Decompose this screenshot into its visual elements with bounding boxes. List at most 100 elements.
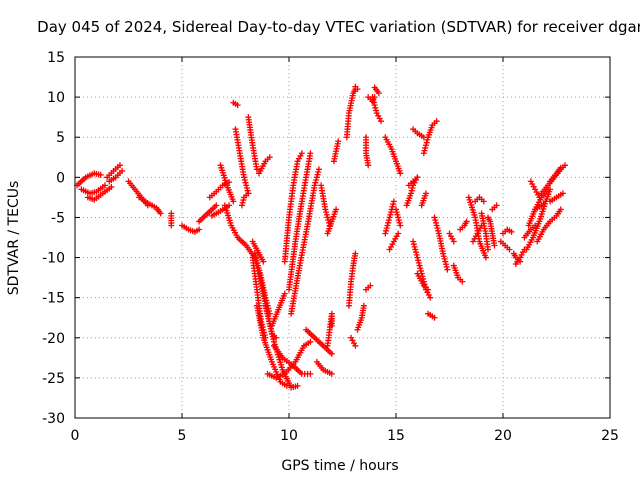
- x-tick-label: 20: [494, 428, 512, 444]
- data-point: [395, 230, 402, 237]
- data-point: [213, 202, 220, 209]
- data-point: [410, 238, 417, 245]
- data-point: [388, 209, 395, 216]
- data-point: [370, 96, 377, 103]
- data-point: [508, 228, 515, 235]
- y-tick-label: -25: [42, 371, 65, 387]
- data-point: [422, 142, 429, 149]
- data-point: [352, 342, 359, 349]
- data-point: [441, 255, 448, 262]
- data-point: [315, 166, 322, 173]
- data-point: [417, 267, 424, 274]
- data-point: [415, 257, 422, 264]
- data-point: [281, 290, 288, 297]
- data-point: [365, 162, 372, 169]
- data-point: [415, 259, 422, 266]
- data-point: [241, 174, 248, 181]
- data-point: [557, 164, 564, 171]
- data-point: [412, 249, 419, 256]
- data-point: [307, 150, 314, 157]
- data-point: [420, 150, 427, 157]
- x-axis-label: GPS time / hours: [281, 458, 398, 474]
- data-point: [314, 171, 321, 178]
- y-tick-label: 15: [47, 50, 65, 66]
- y-tick-label: -30: [42, 411, 65, 427]
- data-point: [383, 227, 390, 234]
- data-point: [371, 102, 378, 109]
- data-point: [463, 218, 470, 225]
- data-point: [559, 190, 566, 197]
- data-point: [315, 168, 322, 175]
- data-point: [422, 190, 429, 197]
- data-point: [427, 294, 434, 301]
- data-point: [480, 198, 487, 205]
- y-tick-label: 0: [56, 170, 65, 186]
- data-point: [97, 171, 104, 178]
- data-point: [387, 211, 394, 218]
- data-point: [431, 314, 438, 321]
- data-point: [408, 187, 415, 194]
- data-point: [536, 194, 543, 201]
- data-point: [485, 246, 492, 253]
- data-point: [263, 297, 270, 304]
- x-tick-label: 15: [387, 428, 405, 444]
- data-point: [244, 187, 251, 194]
- data-point: [385, 219, 392, 226]
- data-point: [424, 136, 431, 143]
- data-point: [328, 322, 335, 329]
- data-point: [493, 202, 500, 209]
- data-point: [328, 370, 335, 377]
- data-point: [240, 197, 247, 204]
- data-point: [417, 265, 424, 272]
- x-tick-label: 10: [280, 428, 298, 444]
- data-point: [383, 225, 390, 232]
- data-point: [234, 102, 241, 109]
- data-point: [378, 118, 385, 125]
- y-axis-label: SDTVAR / TECUs: [6, 181, 22, 296]
- data-point: [382, 230, 389, 237]
- data-point: [393, 206, 399, 213]
- x-tick-label: 25: [601, 428, 619, 444]
- data-point: [393, 209, 400, 216]
- x-tick-label: 0: [71, 428, 80, 444]
- data-point: [390, 198, 397, 205]
- data-point: [397, 170, 404, 177]
- data-point: [390, 201, 397, 208]
- data-point: [243, 185, 250, 192]
- data-point: [414, 174, 421, 181]
- data-point: [373, 107, 380, 114]
- data-point: [413, 251, 420, 258]
- data-point: [313, 177, 320, 184]
- data-point: [412, 246, 419, 253]
- data-point: [312, 179, 319, 186]
- data-point: [423, 139, 430, 146]
- data-point: [372, 104, 379, 111]
- data-point: [266, 154, 273, 161]
- data-point: [333, 206, 340, 213]
- data-point: [239, 199, 246, 206]
- data-point: [253, 166, 260, 173]
- y-tick-label: 10: [47, 90, 65, 106]
- data-point: [395, 214, 402, 221]
- data-point: [440, 250, 447, 257]
- data-point: [482, 254, 489, 261]
- data-point: [414, 254, 421, 261]
- data-point: [260, 258, 267, 265]
- data-point: [323, 209, 330, 216]
- data-point: [245, 190, 252, 197]
- data-point: [307, 338, 314, 345]
- data-point: [394, 211, 401, 218]
- data-point: [241, 177, 248, 184]
- data-point: [324, 214, 331, 221]
- data-point: [425, 286, 432, 293]
- data-point: [407, 190, 414, 197]
- data-point: [311, 182, 318, 189]
- data-point: [375, 90, 382, 97]
- data-point: [369, 94, 376, 101]
- data-point: [435, 227, 442, 234]
- data-point: [243, 182, 250, 189]
- data-point: [395, 217, 402, 224]
- axes: 0 5 10 15 20 25 -30 -25 -20 -15 -10 -5 0 5 10 15: [42, 50, 619, 444]
- chart-title: Day 045 of 2024, Sidereal Day-to-day VTE…: [37, 18, 640, 36]
